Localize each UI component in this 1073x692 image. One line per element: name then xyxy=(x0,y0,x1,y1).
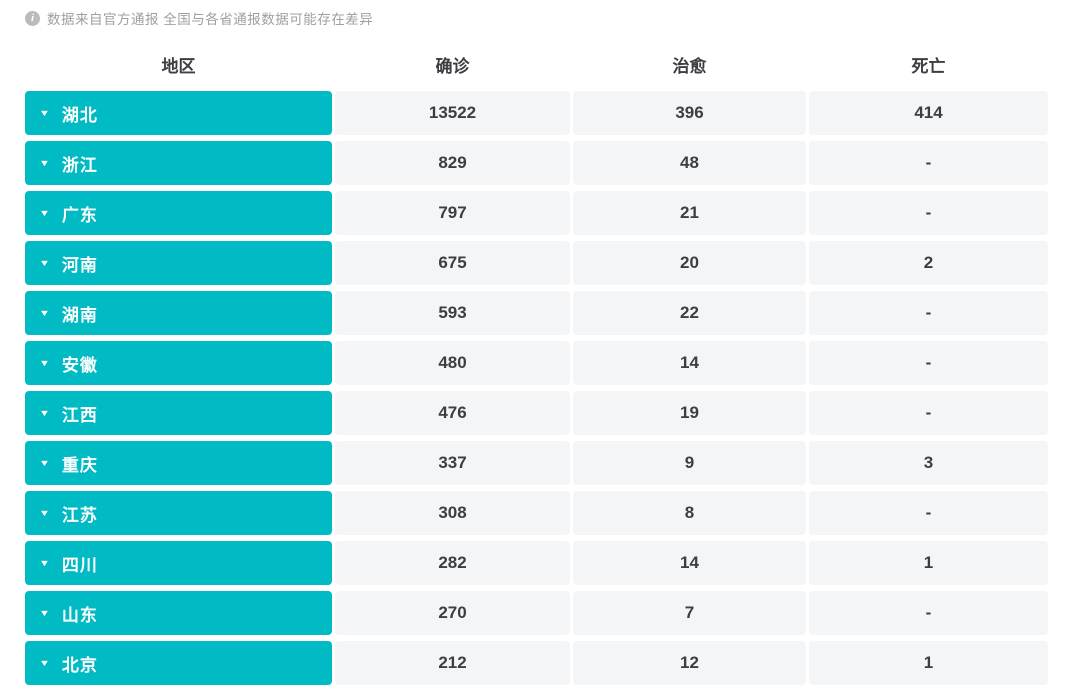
region-button[interactable]: ▼ 北京 xyxy=(25,641,332,685)
region-label: 重庆 xyxy=(61,455,98,475)
table-row: ▼ 江西 476 19 - xyxy=(25,391,1073,435)
table-row: ▼ 山东 270 7 - xyxy=(25,591,1073,635)
chevron-down-icon: ▼ xyxy=(38,157,51,168)
chevron-down-icon: ▼ xyxy=(38,507,51,518)
cured-cell: 14 xyxy=(573,541,806,585)
confirmed-cell: 270 xyxy=(335,591,570,635)
column-header-deaths: 死亡 xyxy=(911,57,946,76)
region-label: 湖南 xyxy=(61,305,98,325)
region-label: 山东 xyxy=(61,605,98,625)
column-header-region: 地区 xyxy=(161,57,196,76)
confirmed-cell: 308 xyxy=(335,491,570,535)
region-label: 江西 xyxy=(61,405,98,425)
chevron-down-icon: ▼ xyxy=(38,407,51,418)
cured-cell: 8 xyxy=(573,491,806,535)
region-button[interactable]: ▼ 湖南 xyxy=(25,291,332,335)
region-label: 安徽 xyxy=(61,355,98,375)
region-button[interactable]: ▼ 湖北 xyxy=(25,91,332,135)
table-row: ▼ 河南 675 20 2 xyxy=(25,241,1073,285)
cured-cell: 9 xyxy=(573,441,806,485)
chevron-down-icon: ▼ xyxy=(38,657,51,668)
notice-text: 数据来自官方通报 全国与各省通报数据可能存在差异 xyxy=(47,12,374,27)
column-header-confirmed: 确诊 xyxy=(435,57,470,76)
cured-cell: 7 xyxy=(573,591,806,635)
deaths-cell: 3 xyxy=(809,441,1048,485)
confirmed-cell: 13522 xyxy=(335,91,570,135)
confirmed-cell: 282 xyxy=(335,541,570,585)
cured-cell: 20 xyxy=(573,241,806,285)
table-row: ▼ 重庆 337 9 3 xyxy=(25,441,1073,485)
region-button[interactable]: ▼ 河南 xyxy=(25,241,332,285)
table-row: ▼ 广东 797 21 - xyxy=(25,191,1073,235)
deaths-cell: - xyxy=(809,191,1048,235)
confirmed-cell: 593 xyxy=(335,291,570,335)
column-header-cured: 治愈 xyxy=(672,57,707,76)
cured-cell: 12 xyxy=(573,641,806,685)
chevron-down-icon: ▼ xyxy=(38,357,51,368)
cured-cell: 22 xyxy=(573,291,806,335)
table-row: ▼ 北京 212 12 1 xyxy=(25,641,1073,685)
table-row: ▼ 安徽 480 14 - xyxy=(25,341,1073,385)
chevron-down-icon: ▼ xyxy=(38,307,51,318)
deaths-cell: 1 xyxy=(809,541,1048,585)
deaths-cell: - xyxy=(809,391,1048,435)
deaths-cell: 414 xyxy=(809,91,1048,135)
cured-cell: 14 xyxy=(573,341,806,385)
region-button[interactable]: ▼ 江苏 xyxy=(25,491,332,535)
region-button[interactable]: ▼ 广东 xyxy=(25,191,332,235)
region-button[interactable]: ▼ 山东 xyxy=(25,591,332,635)
region-button[interactable]: ▼ 四川 xyxy=(25,541,332,585)
region-label: 浙江 xyxy=(61,155,98,175)
cured-cell: 19 xyxy=(573,391,806,435)
region-label: 四川 xyxy=(61,555,98,575)
table-row: ▼ 湖南 593 22 - xyxy=(25,291,1073,335)
table-row: ▼ 江苏 308 8 - xyxy=(25,491,1073,535)
table-row: ▼ 四川 282 14 1 xyxy=(25,541,1073,585)
table-row: ▼ 湖北 13522 396 414 xyxy=(25,91,1073,135)
chevron-down-icon: ▼ xyxy=(38,557,51,568)
region-button[interactable]: ▼ 重庆 xyxy=(25,441,332,485)
deaths-cell: - xyxy=(809,141,1048,185)
cured-cell: 48 xyxy=(573,141,806,185)
chevron-down-icon: ▼ xyxy=(38,207,51,218)
region-button[interactable]: ▼ 安徽 xyxy=(25,341,332,385)
table-header-row: 地区 确诊 治愈 死亡 xyxy=(25,48,1073,81)
deaths-cell: 2 xyxy=(809,241,1048,285)
province-table: ▼ 湖北 13522 396 414 ▼ 浙江 829 48 - ▼ 广东 79… xyxy=(0,91,1073,685)
deaths-cell: - xyxy=(809,591,1048,635)
info-icon: i xyxy=(25,10,40,26)
confirmed-cell: 675 xyxy=(335,241,570,285)
deaths-cell: - xyxy=(809,291,1048,335)
chevron-down-icon: ▼ xyxy=(38,257,51,268)
chevron-down-icon: ▼ xyxy=(38,457,51,468)
confirmed-cell: 480 xyxy=(335,341,570,385)
confirmed-cell: 829 xyxy=(335,141,570,185)
table-row: ▼ 浙江 829 48 - xyxy=(25,141,1073,185)
region-button[interactable]: ▼ 江西 xyxy=(25,391,332,435)
region-label: 河南 xyxy=(61,255,98,275)
confirmed-cell: 476 xyxy=(335,391,570,435)
region-label: 北京 xyxy=(61,655,98,675)
chevron-down-icon: ▼ xyxy=(38,107,51,118)
region-button[interactable]: ▼ 浙江 xyxy=(25,141,332,185)
cured-cell: 396 xyxy=(573,91,806,135)
region-label: 湖北 xyxy=(61,105,98,125)
confirmed-cell: 337 xyxy=(335,441,570,485)
region-label: 广东 xyxy=(61,205,98,225)
deaths-cell: - xyxy=(809,491,1048,535)
confirmed-cell: 212 xyxy=(335,641,570,685)
cured-cell: 21 xyxy=(573,191,806,235)
deaths-cell: - xyxy=(809,341,1048,385)
deaths-cell: 1 xyxy=(809,641,1048,685)
region-label: 江苏 xyxy=(61,505,98,525)
chevron-down-icon: ▼ xyxy=(38,607,51,618)
confirmed-cell: 797 xyxy=(335,191,570,235)
data-source-notice: i 数据来自官方通报 全国与各省通报数据可能存在差异 xyxy=(25,8,1073,28)
